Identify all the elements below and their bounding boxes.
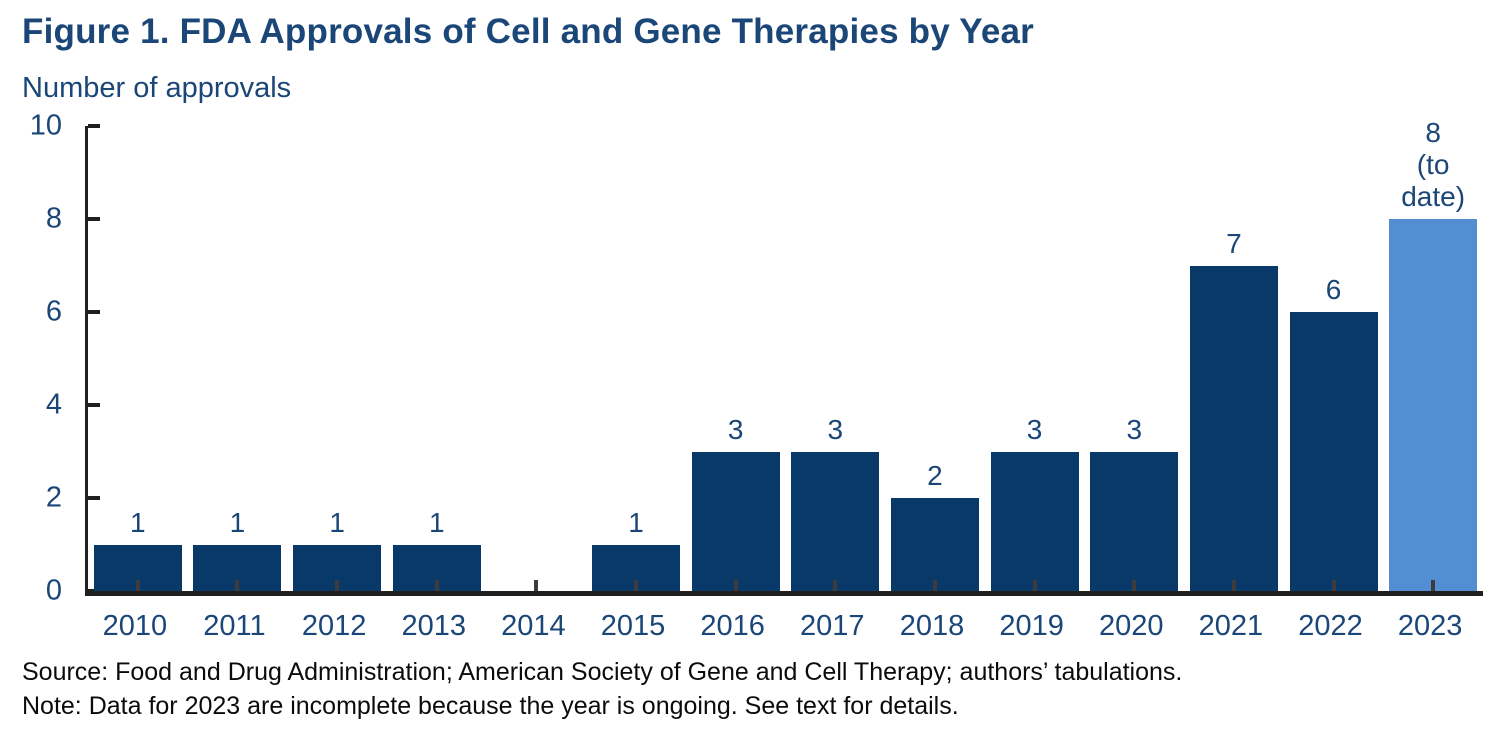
y-axis-title: Number of approvals — [22, 72, 292, 104]
x-tick-mark-2016 — [733, 580, 738, 591]
x-tick-mark-2020 — [1132, 580, 1137, 591]
bar-slot-2014 — [487, 126, 587, 591]
bar-slot-2023: 8 (to date) — [1383, 117, 1483, 591]
x-tick-mark-2015 — [634, 580, 639, 591]
chart-footnotes: Source: Food and Drug Administration; Am… — [22, 655, 1182, 723]
x-tick-label-2020: 2020 — [1098, 610, 1164, 642]
x-tick-label-2023: 2023 — [1397, 610, 1463, 642]
bars: 1 1 1 1 1 3 3 2 3 3 7 6 8 (to date) — [88, 117, 1483, 591]
y-tick-label-4: 4 — [45, 388, 62, 421]
x-axis-tick-labels: 2010 2011 2012 2013 2014 2015 2016 2017 2018 2019… — [85, 610, 1480, 643]
x-tick-label-2018: 2018 — [899, 610, 965, 642]
bar-slot-2011: 1 — [188, 126, 288, 591]
x-tick-mark-2017 — [833, 580, 838, 591]
x-tick-label-2021: 2021 — [1198, 610, 1264, 642]
y-tick-mark-0 — [88, 589, 100, 593]
x-tick-mark-2014 — [534, 580, 539, 591]
bar-value-label-2016: 3 — [727, 413, 744, 445]
y-tick-mark-8 — [88, 217, 100, 221]
bar-value-label-2019: 3 — [1026, 413, 1043, 445]
bar-slot-2015: 1 — [586, 126, 686, 591]
x-tick-label-2010: 2010 — [102, 610, 168, 642]
y-tick-mark-4 — [88, 403, 100, 407]
bar-2023 — [1389, 219, 1478, 591]
bar-2016 — [691, 451, 780, 591]
bar-value-label-2012: 1 — [329, 506, 345, 538]
x-tick-label-2014: 2014 — [501, 610, 566, 642]
x-tick-label-2015: 2015 — [600, 610, 666, 642]
y-tick-mark-10 — [88, 124, 100, 128]
bar-value-label-2013: 1 — [428, 506, 445, 538]
note-line: Note: Data for 2023 are incomplete becau… — [22, 692, 959, 720]
x-tick-mark-2012 — [335, 580, 340, 591]
bar-slot-2013: 1 — [387, 126, 487, 591]
bar-2022 — [1289, 312, 1378, 591]
bar-2017 — [791, 451, 880, 591]
x-tick-mark-2021 — [1231, 580, 1236, 591]
x-tick-mark-2013 — [434, 580, 439, 591]
bar-value-label-2020: 3 — [1126, 413, 1143, 445]
y-tick-label-10: 10 — [29, 109, 62, 142]
x-tick-label-2017: 2017 — [800, 610, 865, 642]
plot-area: 1 1 1 1 1 3 3 2 3 3 7 6 8 (to date) — [85, 117, 1483, 596]
y-axis-tick-labels: 0 2 4 6 8 10 — [0, 111, 62, 605]
bar-2018 — [890, 498, 979, 591]
bar-2021 — [1189, 265, 1278, 591]
bar-value-label-2021: 7 — [1226, 227, 1242, 259]
x-tick-label-2022: 2022 — [1298, 610, 1363, 642]
bar-slot-2016: 3 — [686, 126, 786, 591]
x-tick-label-2012: 2012 — [301, 610, 367, 642]
x-tick-mark-2022 — [1331, 580, 1336, 591]
y-tick-label-0: 0 — [45, 574, 62, 607]
source-line: Source: Food and Drug Administration; Am… — [22, 658, 1183, 686]
bar-value-label-2010: 1 — [130, 506, 146, 538]
bar-2020 — [1090, 451, 1179, 591]
bar-value-label-2022: 6 — [1325, 274, 1342, 305]
x-tick-label-2016: 2016 — [700, 610, 765, 642]
y-tick-mark-6 — [88, 310, 100, 314]
bar-slot-2019: 3 — [985, 126, 1085, 591]
chart-title: Figure 1. FDA Approvals of Cell and Gene… — [22, 12, 1034, 51]
bar-value-label-2017: 3 — [827, 413, 844, 445]
y-tick-label-2: 2 — [45, 481, 62, 514]
x-tick-mark-2019 — [1032, 580, 1037, 591]
bar-value-label-2023: 8 (to date) — [1401, 117, 1466, 212]
y-tick-label-8: 8 — [45, 202, 62, 235]
x-tick-label-2019: 2019 — [999, 610, 1064, 642]
y-tick-mark-2 — [88, 496, 100, 500]
bar-2019 — [990, 451, 1079, 591]
bar-slot-2018: 2 — [885, 126, 985, 591]
x-tick-mark-2010 — [135, 580, 140, 591]
y-tick-label-6: 6 — [45, 295, 62, 328]
x-tick-mark-2011 — [235, 580, 240, 591]
bar-slot-2017: 3 — [785, 126, 885, 591]
bar-slot-2020: 3 — [1084, 126, 1184, 591]
bar-value-label-2018: 2 — [927, 460, 943, 491]
x-tick-mark-2018 — [932, 580, 937, 591]
bar-value-label-2011: 1 — [229, 506, 246, 538]
bar-slot-2012: 1 — [287, 126, 387, 591]
bar-slot-2010: 1 — [88, 126, 188, 591]
x-tick-label-2011: 2011 — [203, 610, 266, 642]
x-tick-label-2013: 2013 — [401, 610, 466, 642]
bar-slot-2021: 7 — [1184, 126, 1284, 591]
bar-slot-2022: 6 — [1284, 126, 1384, 591]
x-tick-mark-2023 — [1431, 580, 1436, 591]
bar-value-label-2015: 1 — [628, 506, 644, 538]
